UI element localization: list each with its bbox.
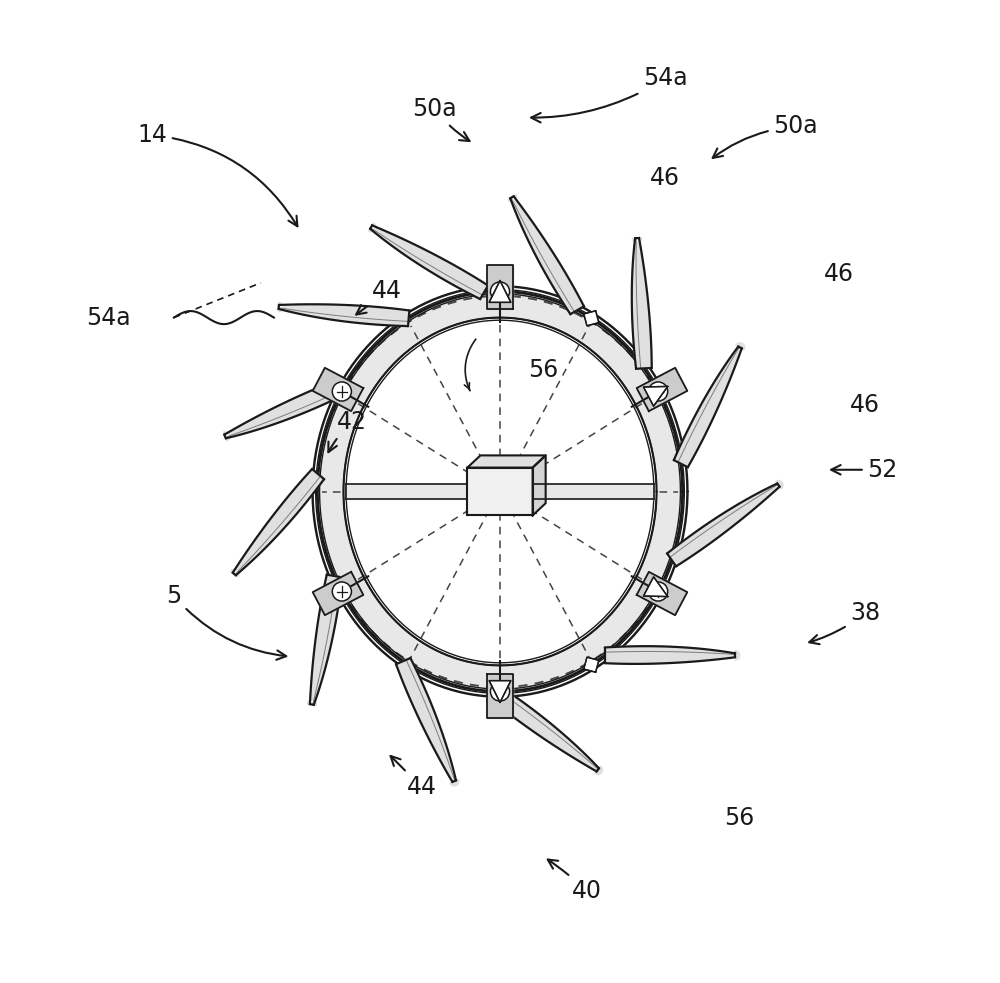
Polygon shape	[533, 484, 654, 499]
Polygon shape	[313, 572, 363, 615]
Polygon shape	[317, 292, 683, 691]
Text: 56: 56	[724, 806, 754, 830]
Text: 44: 44	[391, 756, 437, 799]
Polygon shape	[467, 455, 546, 468]
Text: 38: 38	[809, 602, 880, 644]
Text: 50a: 50a	[713, 114, 818, 158]
Text: 42: 42	[328, 410, 367, 452]
Polygon shape	[605, 646, 740, 664]
Text: 14: 14	[137, 123, 297, 226]
Polygon shape	[223, 378, 348, 440]
Circle shape	[649, 582, 668, 601]
Polygon shape	[584, 658, 599, 672]
Polygon shape	[643, 386, 668, 406]
Polygon shape	[489, 685, 602, 775]
Polygon shape	[231, 469, 324, 577]
Polygon shape	[584, 311, 599, 325]
Polygon shape	[489, 280, 511, 303]
Circle shape	[332, 382, 351, 401]
Text: 46: 46	[650, 166, 680, 191]
Text: 40: 40	[548, 859, 602, 903]
Circle shape	[649, 382, 668, 401]
Polygon shape	[637, 572, 687, 615]
Polygon shape	[346, 484, 467, 499]
Polygon shape	[487, 265, 513, 309]
Polygon shape	[643, 577, 668, 597]
Text: 44: 44	[356, 279, 402, 315]
Circle shape	[332, 582, 351, 601]
Circle shape	[490, 282, 510, 301]
Text: 5: 5	[166, 584, 286, 660]
Polygon shape	[667, 481, 783, 566]
Polygon shape	[533, 455, 546, 515]
Polygon shape	[674, 343, 745, 467]
Polygon shape	[508, 195, 584, 315]
Text: 54a: 54a	[531, 67, 688, 123]
Text: 50a: 50a	[412, 97, 470, 141]
Text: 52: 52	[831, 458, 898, 482]
Text: 46: 46	[850, 392, 880, 417]
Polygon shape	[278, 302, 409, 326]
Text: 56: 56	[528, 358, 559, 381]
Polygon shape	[637, 368, 687, 411]
Polygon shape	[369, 223, 488, 299]
Polygon shape	[632, 238, 652, 369]
Polygon shape	[313, 368, 363, 411]
Text: 54a: 54a	[86, 306, 131, 329]
Polygon shape	[487, 674, 513, 718]
Polygon shape	[489, 680, 511, 703]
Circle shape	[490, 682, 510, 701]
Polygon shape	[307, 575, 342, 705]
Text: 46: 46	[824, 262, 854, 286]
Polygon shape	[396, 658, 459, 785]
Polygon shape	[467, 468, 533, 515]
